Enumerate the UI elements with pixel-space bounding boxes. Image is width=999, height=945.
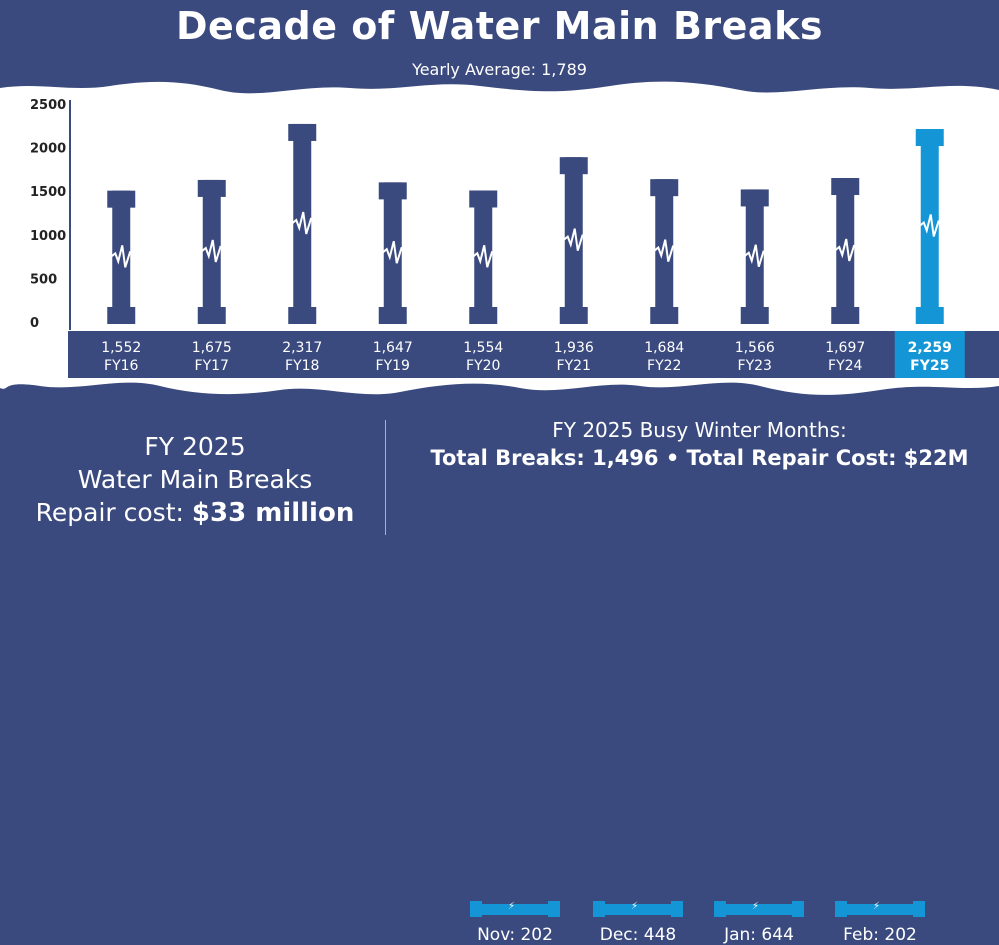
bar-shaft xyxy=(474,190,493,324)
winter-totals: Total Breaks: 1,496 • Total Repair Cost:… xyxy=(430,446,969,470)
bar-top-flange xyxy=(740,189,769,207)
break-icon xyxy=(109,245,132,268)
bar-bottom-flange xyxy=(288,307,317,324)
winter-heading: FY 2025 Busy Winter Months: xyxy=(552,418,847,442)
bar-shaft xyxy=(293,123,312,324)
bar-top-flange xyxy=(197,179,226,197)
bar-shaft xyxy=(920,129,939,324)
bar-bottom-flange xyxy=(469,307,498,324)
break-icon xyxy=(833,238,856,262)
bar-value-label: 2,259 xyxy=(908,340,952,356)
bar-shaft xyxy=(836,178,855,324)
pipe-break-icon: ⚡ xyxy=(835,901,925,917)
month-label: Jan: 644 xyxy=(724,925,794,945)
x-tick-label: FY16 xyxy=(104,358,139,374)
bar-value-label: 1,552 xyxy=(101,340,141,356)
break-icon xyxy=(381,240,403,264)
bar-bottom-flange xyxy=(915,307,944,324)
x-tick-label: FY18 xyxy=(285,358,319,374)
bar-bottom-flange xyxy=(740,307,769,324)
bar-value-label: 1,936 xyxy=(554,340,594,356)
x-tick-label: FY17 xyxy=(195,358,229,374)
bar-top-flange xyxy=(650,179,679,197)
break-icon xyxy=(918,214,940,237)
bar-top-flange xyxy=(469,190,498,208)
pipe-break-icon: ⚡ xyxy=(470,901,560,917)
summary-year: FY 2025 xyxy=(144,432,246,461)
bar-top-flange xyxy=(107,190,136,208)
bar-chart: 0 500 1000 1500 2000 2500 1,552 FY16 1,675 FY17 2,… xyxy=(30,98,999,378)
y-tick-label: 0 xyxy=(30,316,39,331)
x-tick-label: FY23 xyxy=(738,358,772,374)
x-tick-label: FY19 xyxy=(376,358,410,374)
y-tick-label: 500 xyxy=(30,272,57,287)
y-tick-label: 1500 xyxy=(30,185,66,200)
y-tick-label: 2500 xyxy=(30,98,66,113)
bar-top-flange xyxy=(831,178,860,196)
cost-value: $33 million xyxy=(191,498,355,528)
x-tick-label: FY21 xyxy=(557,358,591,374)
winter-months-panel: FY 2025 Busy Winter Months: Total Breaks… xyxy=(400,418,999,945)
bar-bottom-flange xyxy=(378,307,407,324)
y-tick-label: 2000 xyxy=(30,142,66,157)
bar-top-flange xyxy=(559,157,588,175)
bar-value-label: 1,684 xyxy=(644,340,684,356)
x-tick-label: FY24 xyxy=(828,358,863,374)
month-item: ⚡ Dec: 448 xyxy=(588,901,688,945)
month-item: ⚡ Nov: 202 xyxy=(465,901,565,945)
cost-label: Repair cost: xyxy=(35,498,184,527)
bar-value-label: 1,697 xyxy=(825,340,865,356)
x-label-band xyxy=(68,331,999,378)
pipe-break-icon: ⚡ xyxy=(714,901,804,917)
month-item: ⚡ Jan: 644 xyxy=(709,901,809,945)
bar-shaft xyxy=(564,157,583,324)
fy2025-summary: FY 2025 Water Main Breaks Repair cost: $… xyxy=(20,430,370,530)
bar-top-flange xyxy=(288,123,317,141)
month-label: Nov: 202 xyxy=(477,925,553,945)
break-icon xyxy=(471,245,494,268)
x-tick-label: FY25 xyxy=(910,358,949,374)
bar-shaft xyxy=(655,179,674,324)
bar-value-label: 1,675 xyxy=(192,340,232,356)
bar-top-flange xyxy=(915,129,944,147)
summary-subject: Water Main Breaks xyxy=(77,465,313,494)
bar-bottom-flange xyxy=(650,307,679,324)
bar-shaft xyxy=(112,190,131,324)
bar-bottom-flange xyxy=(107,307,136,324)
month-item: ⚡ Feb: 202 xyxy=(830,901,930,945)
bar-value-label: 2,317 xyxy=(282,340,322,356)
bar-value-label: 1,647 xyxy=(373,340,413,356)
bar-shaft xyxy=(383,182,402,324)
page-subtitle: Yearly Average: 1,789 xyxy=(412,60,587,79)
page-title: Decade of Water Main Breaks xyxy=(176,4,823,48)
bar-bottom-flange xyxy=(197,307,226,324)
bar-shaft xyxy=(202,179,221,324)
x-tick-label: FY20 xyxy=(466,358,500,374)
month-label: Dec: 448 xyxy=(599,925,677,945)
bar-value-label: 1,554 xyxy=(463,340,503,356)
break-icon xyxy=(743,244,765,268)
bar-shaft xyxy=(745,189,764,324)
pipe-break-icon: ⚡ xyxy=(593,901,683,917)
break-icon xyxy=(200,239,222,263)
break-icon xyxy=(562,228,584,251)
divider xyxy=(385,420,386,535)
break-icon xyxy=(652,239,675,262)
highlight-cell xyxy=(894,331,965,378)
y-tick-label: 1000 xyxy=(30,229,66,244)
x-tick-label: FY22 xyxy=(647,358,681,374)
month-label: Feb: 202 xyxy=(843,925,917,945)
bar-bottom-flange xyxy=(559,307,588,324)
bar-bottom-flange xyxy=(831,307,860,324)
break-icon xyxy=(290,211,313,235)
bar-top-flange xyxy=(378,182,407,200)
bar-value-label: 1,566 xyxy=(735,340,775,356)
